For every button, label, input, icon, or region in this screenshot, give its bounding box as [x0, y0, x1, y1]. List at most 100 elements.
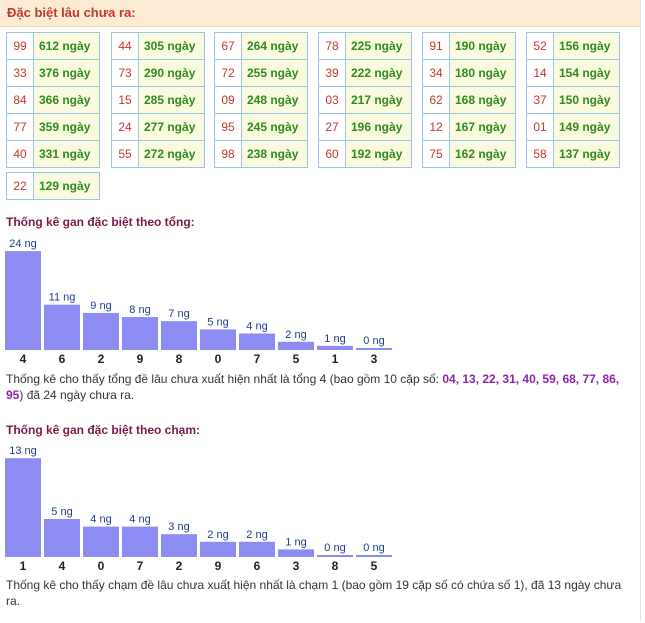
days-absent: 196 ngày: [346, 114, 411, 140]
number-row: 98 238 ngày: [215, 141, 307, 167]
days-absent: 162 ngày: [450, 141, 515, 167]
number-group: 67 264 ngày 72 255 ngày 09 248 ngày 95 245 ngày…: [214, 32, 308, 168]
days-absent: 137 ngày: [554, 141, 619, 167]
pair-number: 77: [7, 114, 34, 140]
bar: [161, 321, 197, 350]
bar: [239, 333, 275, 350]
pair-number: 78: [319, 33, 346, 59]
pair-number: 40: [7, 141, 34, 167]
days-absent: 359 ngày: [34, 114, 99, 140]
days-absent: 331 ngày: [34, 141, 99, 167]
bar: [44, 519, 80, 557]
number-row: 15 285 ngày: [112, 87, 204, 114]
number-row: 77 359 ngày: [7, 114, 99, 141]
chart-cham: 13 ng 1 5 ng 4 4 ng 0 4 ng 7 3 ng 2 2 ng 9 2 ng 6 1 ng…: [5, 445, 392, 573]
days-absent: 149 ngày: [554, 114, 619, 140]
days-absent: 154 ngày: [554, 60, 619, 86]
bar: [200, 329, 236, 350]
pair-number: 44: [112, 33, 139, 59]
pair-number: 52: [527, 33, 554, 59]
bar-value-label: 0 ng: [324, 542, 345, 554]
number-row: 55 272 ngày: [112, 141, 204, 167]
days-absent: 366 ngày: [34, 87, 99, 113]
pair-number: 75: [423, 141, 450, 167]
pair-number: 01: [527, 114, 554, 140]
number-row: 75 162 ngày: [423, 141, 515, 167]
category-label: 4: [20, 352, 27, 366]
category-label: 6: [59, 352, 66, 366]
number-row: 78 225 ngày: [319, 33, 411, 60]
bar: [317, 555, 353, 557]
pair-number: 84: [7, 87, 34, 113]
days-absent: 180 ngày: [450, 60, 515, 86]
bar: [356, 348, 392, 350]
days-absent: 277 ngày: [139, 114, 204, 140]
bar-value-label: 5 ng: [51, 506, 72, 518]
bar-value-label: 4 ng: [246, 321, 267, 333]
bar-value-label: 2 ng: [246, 529, 267, 541]
bar-value-label: 4 ng: [90, 514, 111, 526]
category-label: 7: [137, 559, 144, 573]
number-row: 03 217 ngày: [319, 87, 411, 114]
category-label: 2: [98, 352, 105, 366]
category-label: 3: [371, 352, 378, 366]
section-header-title: Đặc biệt lâu chưa ra:: [7, 5, 136, 20]
pair-number: 73: [112, 60, 139, 86]
pair-number: 60: [319, 141, 346, 167]
days-absent: 168 ngày: [450, 87, 515, 113]
bar: [122, 526, 158, 557]
number-group: 78 225 ngày 39 222 ngày 03 217 ngày 27 196 ngày…: [318, 32, 412, 168]
number-row: 27 196 ngày: [319, 114, 411, 141]
pair-number: 55: [112, 141, 139, 167]
pair-number: 22: [7, 173, 34, 199]
number-row: 34 180 ngày: [423, 60, 515, 87]
days-absent: 285 ngày: [139, 87, 204, 113]
number-row: 33 376 ngày: [7, 60, 99, 87]
bar: [161, 534, 197, 557]
bar-value-label: 2 ng: [207, 529, 228, 541]
days-absent: 248 ngày: [242, 87, 307, 113]
pair-number: 34: [423, 60, 450, 86]
number-group: 44 305 ngày 73 290 ngày 15 285 ngày 24 277 ngày…: [111, 32, 205, 168]
days-absent: 255 ngày: [242, 60, 307, 86]
category-label: 2: [176, 559, 183, 573]
bar-value-label: 0 ng: [363, 335, 384, 347]
bar-value-label: 1 ng: [285, 536, 306, 548]
bar: [122, 317, 158, 350]
chart-title-tong: Thống kê gan đặc biệt theo tổng:: [6, 215, 195, 229]
category-label: 1: [20, 559, 27, 573]
days-absent: 376 ngày: [34, 60, 99, 86]
number-row: 95 245 ngày: [215, 114, 307, 141]
pair-number: 99: [7, 33, 34, 59]
category-label: 7: [254, 352, 261, 366]
number-row: 58 137 ngày: [527, 141, 619, 167]
days-absent: 305 ngày: [139, 33, 204, 59]
days-absent: 264 ngày: [242, 33, 307, 59]
bar-value-label: 2 ng: [285, 329, 306, 341]
category-label: 9: [137, 352, 144, 366]
number-row: 22 129 ngày: [7, 173, 99, 199]
pair-number: 12: [423, 114, 450, 140]
number-group: 99 612 ngày 33 376 ngày 84 366 ngày 77 359 ngày…: [6, 32, 100, 168]
days-absent: 612 ngày: [34, 33, 99, 59]
bar: [44, 304, 80, 350]
pair-number: 72: [215, 60, 242, 86]
pair-number: 58: [527, 141, 554, 167]
number-group: 52 156 ngày 14 154 ngày 37 150 ngày 01 149 ngày…: [526, 32, 620, 168]
section-header: Đặc biệt lâu chưa ra:: [0, 0, 640, 27]
note-tong-numbers: 04, 13, 22, 31, 40, 59, 68, 77, 86, 95: [6, 372, 620, 402]
pair-number: 14: [527, 60, 554, 86]
days-absent: 222 ngày: [346, 60, 411, 86]
bar: [5, 458, 41, 557]
number-row: 91 190 ngày: [423, 33, 515, 60]
bar-value-label: 7 ng: [168, 308, 189, 320]
pair-number: 27: [319, 114, 346, 140]
number-row: 73 290 ngày: [112, 60, 204, 87]
days-absent: 225 ngày: [346, 33, 411, 59]
number-group: 22 129 ngày: [6, 172, 100, 200]
days-absent: 217 ngày: [346, 87, 411, 113]
note-tong: Thống kê cho thấy tổng đề lâu chưa xuất …: [6, 372, 620, 402]
category-label: 4: [59, 559, 66, 573]
days-absent: 238 ngày: [242, 141, 307, 167]
